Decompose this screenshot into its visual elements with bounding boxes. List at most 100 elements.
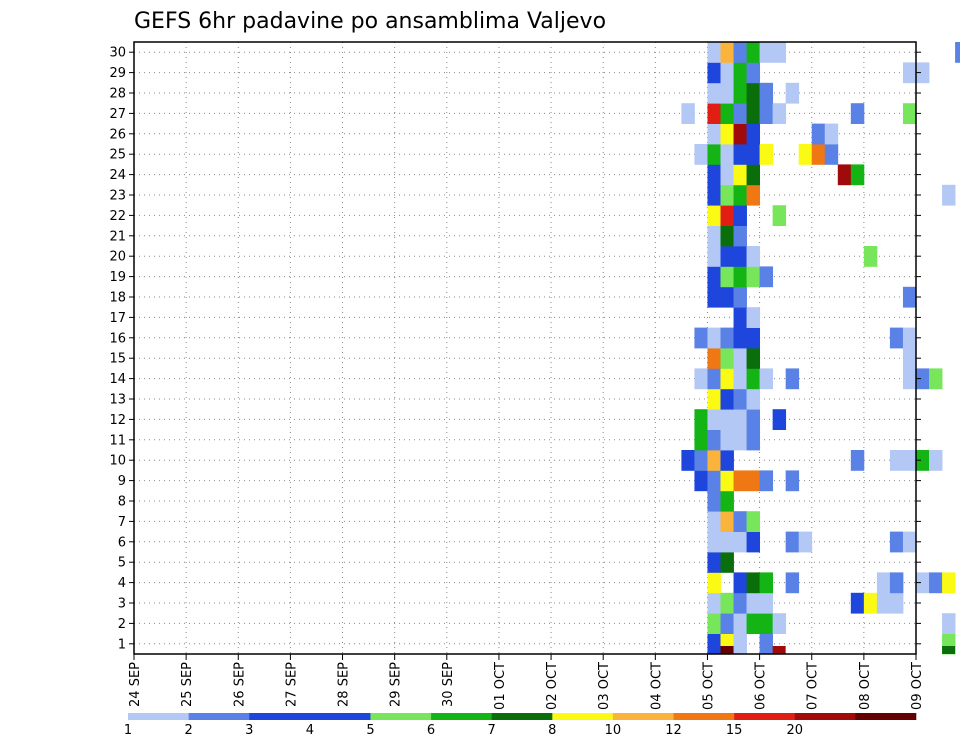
precip-cell bbox=[694, 144, 708, 165]
precip-cell bbox=[916, 368, 930, 390]
precip-cell bbox=[772, 409, 787, 430]
precip-cell bbox=[746, 511, 760, 532]
precip-cell bbox=[798, 531, 813, 553]
precip-cell bbox=[902, 348, 917, 369]
precip-cell bbox=[759, 42, 774, 63]
precip-cell bbox=[707, 327, 721, 349]
precip-cell bbox=[772, 103, 787, 124]
precip-cell bbox=[889, 450, 904, 471]
precip-cell bbox=[694, 327, 708, 349]
y-tick-label: 14 bbox=[109, 372, 126, 387]
precip-cell bbox=[746, 164, 760, 186]
y-tick-label: 22 bbox=[109, 209, 126, 224]
precip-cell bbox=[733, 327, 747, 349]
precip-cell bbox=[733, 164, 747, 186]
precip-cell bbox=[720, 164, 734, 186]
precip-cell bbox=[707, 511, 721, 532]
colorbar-segment bbox=[734, 713, 796, 720]
colorbar-label: 8 bbox=[548, 723, 556, 738]
precip-cell bbox=[902, 450, 917, 471]
y-tick-label: 1 bbox=[118, 637, 126, 652]
precip-cell bbox=[902, 327, 917, 349]
precip-cell bbox=[733, 82, 747, 104]
precip-cell bbox=[746, 307, 760, 328]
precip-cell bbox=[733, 246, 747, 267]
y-axis-ticks: 1234567891011121314151617181920212223242… bbox=[109, 46, 921, 652]
y-tick-label: 19 bbox=[109, 270, 126, 285]
y-tick-label: 24 bbox=[109, 168, 126, 183]
precip-cell bbox=[863, 592, 878, 614]
precip-cell bbox=[746, 429, 760, 451]
precip-cell bbox=[733, 123, 747, 145]
colorbar-segment bbox=[431, 713, 492, 720]
x-axis-ticks: 24 SEP 25 SEP 26 SEP 27 SEP 28 SEP 29 SEP 30 S… bbox=[128, 654, 925, 710]
precip-cell bbox=[733, 633, 747, 655]
precip-cell bbox=[746, 572, 760, 594]
precip-cell bbox=[733, 62, 747, 84]
precip-cell bbox=[720, 144, 734, 165]
precip-cell bbox=[902, 531, 917, 553]
colorbar-label: 12 bbox=[665, 723, 682, 738]
precip-cell bbox=[720, 470, 734, 492]
precip-cell bbox=[720, 531, 734, 553]
precip-cell bbox=[733, 42, 747, 63]
precip-cell bbox=[733, 307, 747, 328]
precip-cell bbox=[798, 144, 813, 165]
precip-cell bbox=[785, 368, 800, 390]
colorbar-segment bbox=[794, 713, 856, 720]
precip-cell bbox=[746, 144, 760, 165]
precip-cell bbox=[707, 409, 721, 430]
colorbar-segment bbox=[309, 713, 371, 720]
ensemble-cells bbox=[681, 42, 960, 655]
precip-cell bbox=[720, 327, 734, 349]
precip-cell bbox=[824, 144, 839, 165]
precip-cell bbox=[720, 42, 734, 63]
precip-cell bbox=[811, 123, 826, 145]
precip-cell bbox=[733, 225, 747, 247]
precip-cell bbox=[746, 42, 760, 63]
precip-cell bbox=[707, 123, 721, 145]
precip-cell bbox=[746, 613, 760, 634]
precip-cell bbox=[707, 531, 721, 553]
y-tick-label: 29 bbox=[109, 66, 126, 81]
precip-cell bbox=[759, 103, 774, 124]
precip-cell bbox=[707, 266, 721, 288]
precip-cell bbox=[746, 246, 760, 267]
y-tick-label: 7 bbox=[118, 515, 126, 530]
precip-cell bbox=[707, 470, 721, 492]
precip-cell bbox=[733, 470, 747, 492]
precip-cell bbox=[902, 368, 917, 390]
colorbar-segment bbox=[855, 713, 917, 720]
precip-cell bbox=[707, 348, 721, 369]
precip-cell bbox=[720, 511, 734, 532]
precip-cell bbox=[902, 103, 917, 124]
y-tick-label: 26 bbox=[109, 127, 126, 142]
y-tick-label: 27 bbox=[109, 107, 126, 122]
precip-cell bbox=[707, 633, 721, 655]
precip-cell bbox=[720, 592, 734, 614]
precip-cell bbox=[694, 368, 708, 390]
precip-cell bbox=[889, 592, 904, 614]
precip-cell bbox=[746, 184, 760, 206]
colorbar-label: 2 bbox=[184, 723, 192, 738]
precip-cell bbox=[876, 572, 891, 594]
precip-cell bbox=[759, 144, 774, 165]
precip-cell bbox=[916, 572, 930, 594]
precip-cell bbox=[785, 82, 800, 104]
precip-cell bbox=[876, 592, 891, 614]
colorbar-label: 6 bbox=[427, 723, 435, 738]
y-tick-label: 16 bbox=[109, 331, 126, 346]
precip-cell bbox=[720, 103, 734, 124]
precip-cell bbox=[902, 286, 917, 308]
colorbar-segment bbox=[612, 713, 674, 720]
precip-cell bbox=[733, 286, 747, 308]
y-tick-label: 21 bbox=[109, 229, 126, 244]
x-tick-label: 02 OCT bbox=[545, 662, 560, 710]
colorbar-label: 5 bbox=[366, 723, 374, 738]
precip-cell bbox=[746, 531, 760, 553]
precip-cell bbox=[720, 646, 734, 654]
y-tick-label: 6 bbox=[118, 535, 126, 550]
precip-cell bbox=[746, 409, 760, 430]
precip-cell bbox=[720, 82, 734, 104]
